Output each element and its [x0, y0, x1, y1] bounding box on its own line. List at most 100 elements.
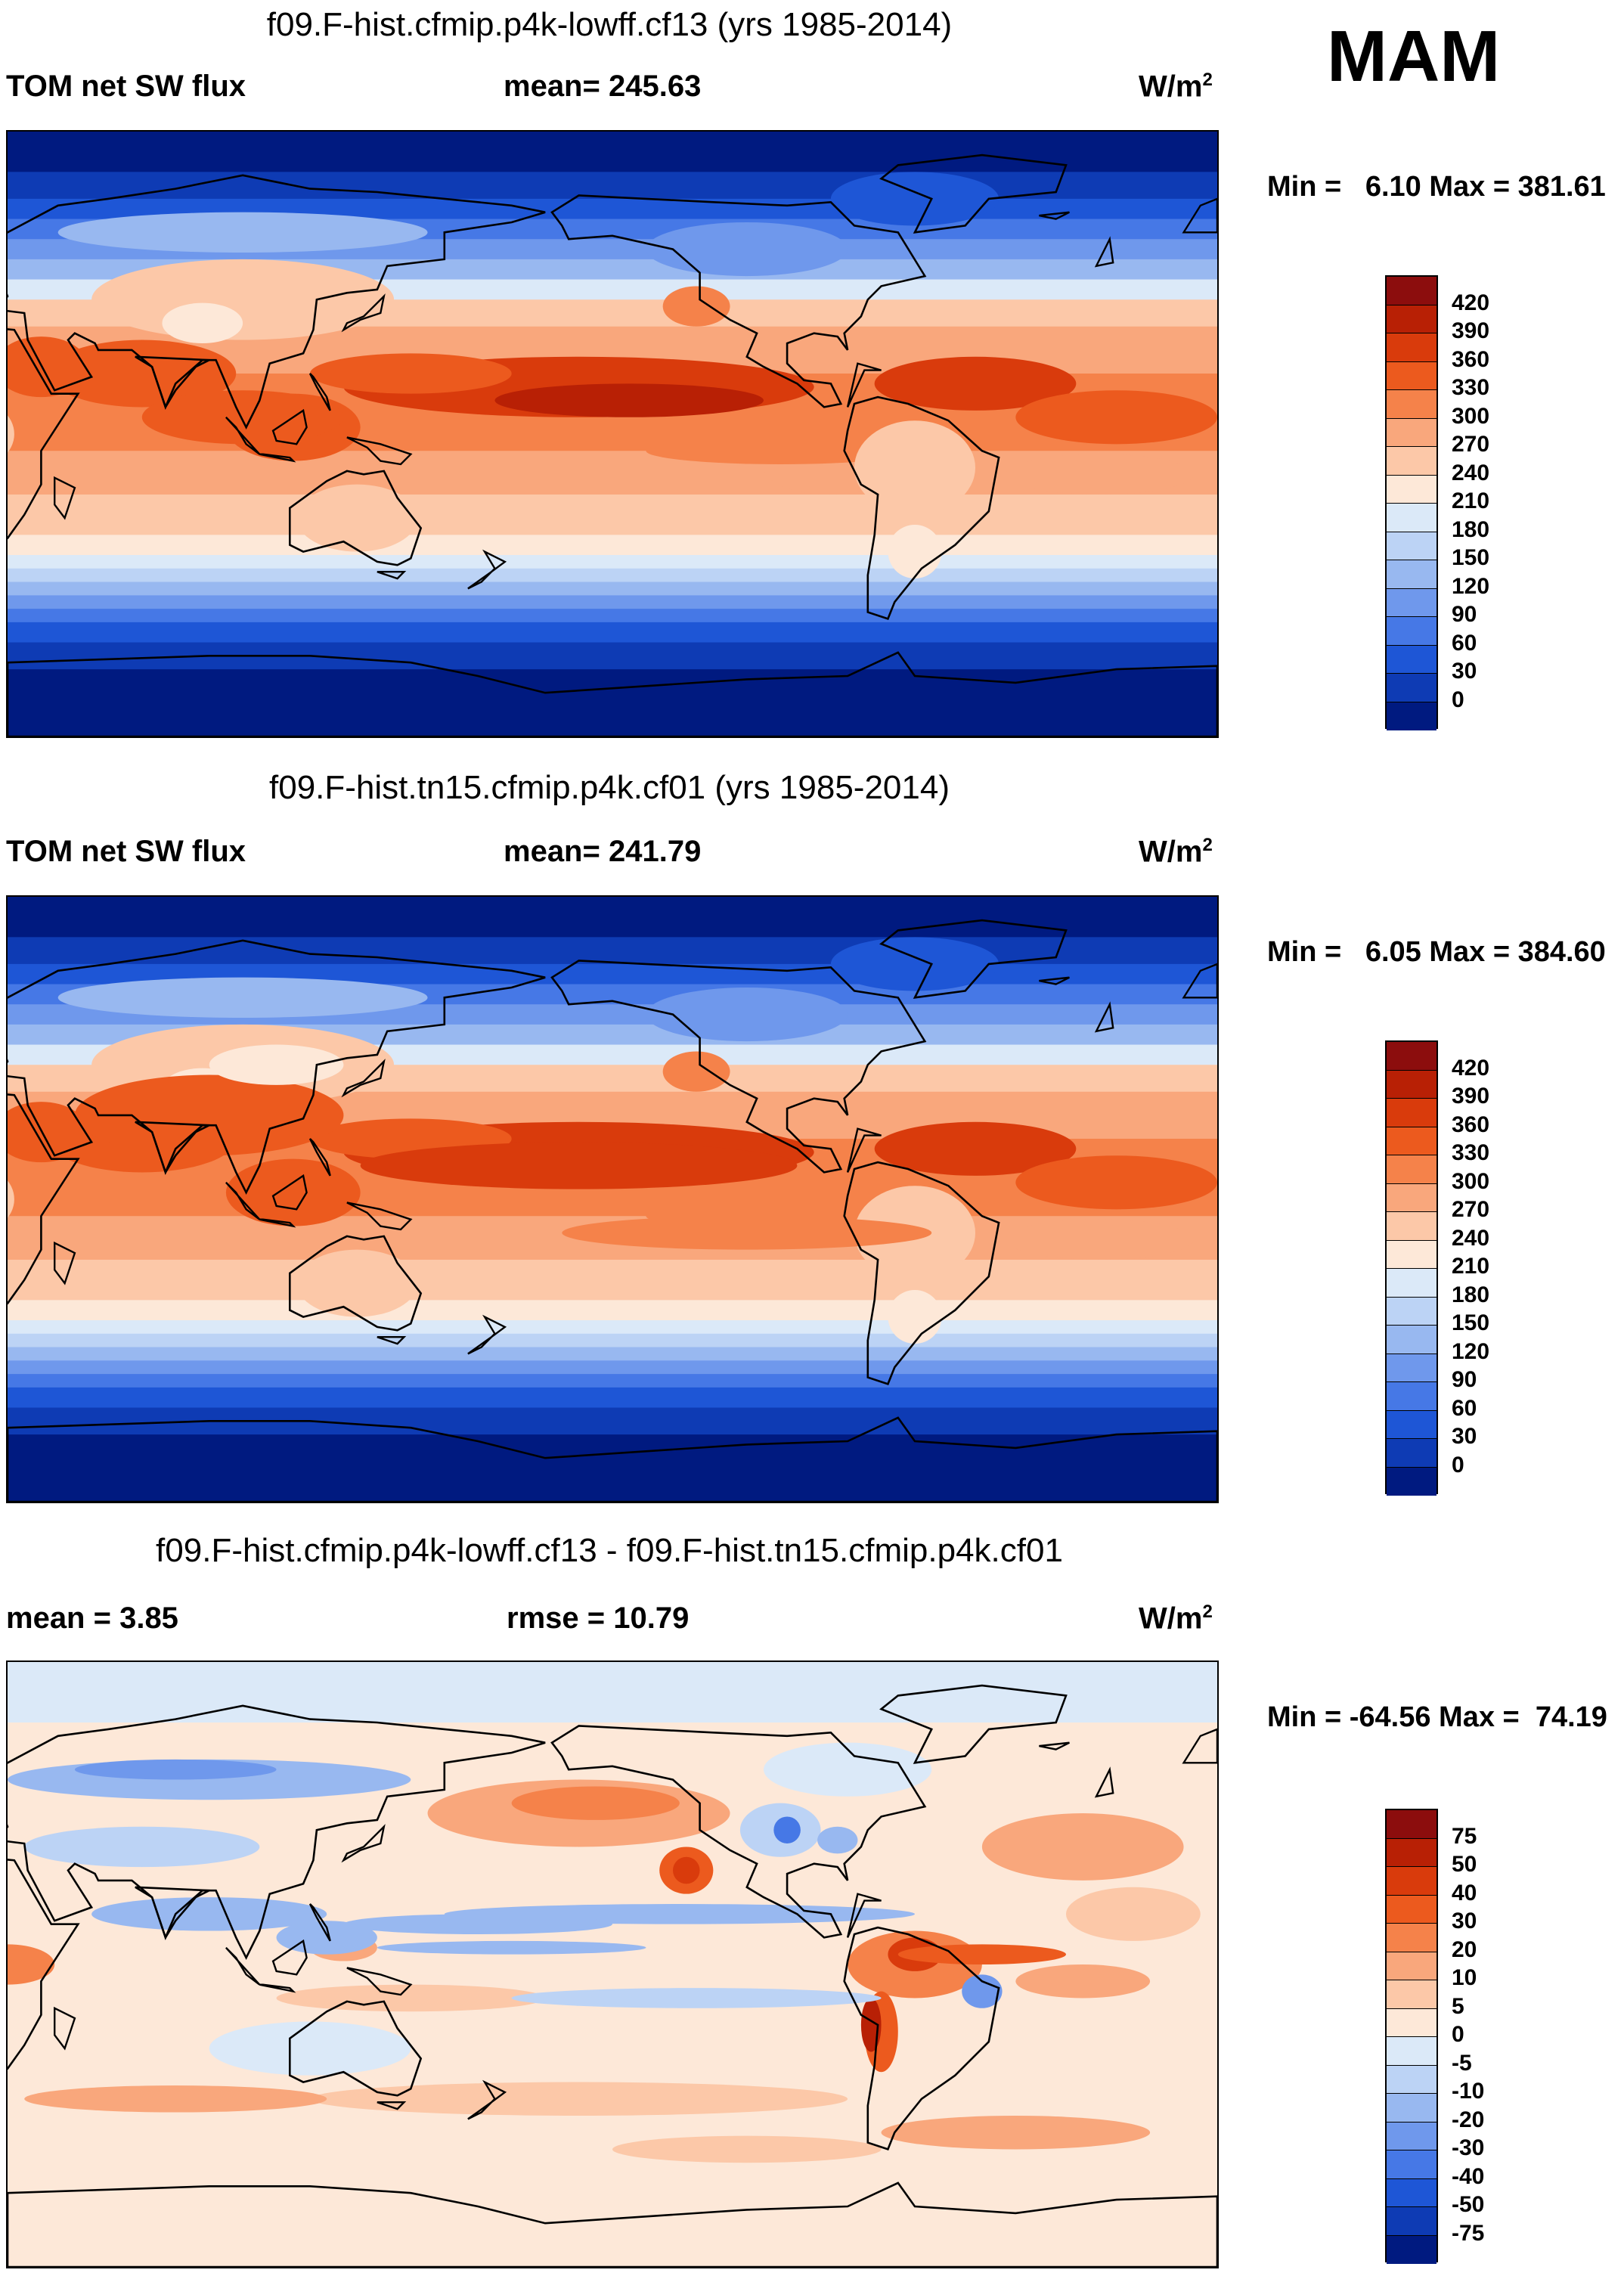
- colorbar-tick-label: 30: [1452, 1909, 1477, 1933]
- coastline: [879, 919, 1068, 999]
- colorbar-tick-label: 390: [1452, 1084, 1490, 1109]
- colorbar-box: [1387, 1240, 1436, 1269]
- coastline: [377, 1336, 407, 1345]
- field-blob: [57, 977, 428, 1018]
- coastline: [54, 1241, 76, 1285]
- colorbar-tick-label: 150: [1452, 1310, 1490, 1335]
- colorbar-tick-label: 270: [1452, 432, 1490, 457]
- coastline: [843, 1161, 1000, 1386]
- field-features: [8, 153, 1217, 736]
- panel3-mean: mean = 3.85: [6, 1602, 178, 1635]
- field-band: [8, 1387, 1217, 1409]
- coastline: [271, 408, 308, 445]
- field-blob: [1015, 1155, 1217, 1210]
- field-blob: [764, 1742, 932, 1797]
- colorbar-box: [1387, 560, 1436, 589]
- colorbar-box: [1387, 305, 1436, 333]
- field-band: [8, 581, 1217, 597]
- map-svg: [8, 1662, 1217, 2267]
- field-blob: [673, 1856, 700, 1884]
- panel3-minmax: Min = -64.56 Max = 74.19: [1267, 1701, 1607, 1733]
- coastline: [308, 1138, 331, 1177]
- map-svg: [8, 132, 1217, 736]
- colorbar-tick-label: 90: [1452, 602, 1477, 627]
- panel1-mean: mean= 245.63: [504, 70, 702, 103]
- colorbar-box: [1387, 2178, 1436, 2207]
- colorbar-box: [1387, 2008, 1436, 2037]
- coastline: [377, 571, 407, 580]
- colorbar-tick-label: 60: [1452, 1395, 1477, 1421]
- field-blob: [74, 1074, 344, 1156]
- colorbar-tick-label: 40: [1452, 1880, 1477, 1905]
- field-band: [8, 568, 1217, 583]
- colorbar-box: [1387, 1183, 1436, 1212]
- colorbar-box: [1387, 674, 1436, 702]
- coastline: [341, 1059, 386, 1098]
- coastline: [1094, 1766, 1114, 1798]
- coastline: [550, 1725, 927, 1939]
- colorbar-box: [1387, 2235, 1436, 2264]
- field-blob: [24, 2085, 327, 2113]
- coastline: [1039, 976, 1070, 985]
- field-blob: [962, 1974, 1003, 2008]
- field-blob: [494, 383, 764, 417]
- colorbar-tick-label: 0: [1452, 2022, 1464, 2047]
- coastline: [225, 416, 261, 455]
- colorbar-box: [1387, 1810, 1436, 1839]
- colorbar-tick-label: -5: [1452, 2050, 1472, 2076]
- field-band: [8, 2200, 1217, 2267]
- colorbar-tick-label: 360: [1452, 346, 1490, 372]
- panel1-minmax: Min = 6.10 Max = 381.61: [1267, 171, 1606, 203]
- coastline: [879, 153, 1068, 234]
- colorbar-tick-label: 150: [1452, 545, 1490, 570]
- colorbar-box: [1387, 1212, 1436, 1241]
- colorbar-box: [1387, 390, 1436, 419]
- colorbar-box: [1387, 447, 1436, 476]
- colorbar-box: [1387, 617, 1436, 646]
- field-blob: [91, 1897, 327, 1931]
- panel2-map: [6, 895, 1219, 1503]
- map-svg: [8, 897, 1217, 1502]
- field-blob: [874, 1121, 1077, 1176]
- colorbar-tick-label: 30: [1452, 659, 1477, 684]
- coastline: [271, 1939, 308, 1976]
- colorbar-box: [1387, 2037, 1436, 2066]
- field-blob: [897, 1944, 1066, 1964]
- colorbar-tick-label: 0: [1452, 1452, 1464, 1478]
- coastline: [467, 1314, 507, 1355]
- coastline: [1039, 1741, 1070, 1750]
- coastline: [8, 174, 546, 430]
- field-blob: [310, 353, 512, 394]
- coastline: [8, 651, 1217, 736]
- field-blob: [646, 988, 848, 1042]
- colorbar-tick-label: 180: [1452, 516, 1490, 542]
- panel2-minmax: Min = 6.05 Max = 384.60: [1267, 936, 1606, 968]
- coastline: [879, 1684, 1068, 1764]
- colorbar-tick-label: 75: [1452, 1823, 1477, 1849]
- field-band: [8, 535, 1217, 556]
- field-blob: [377, 1940, 646, 1955]
- field-blob: [562, 1216, 932, 1250]
- field-band: [8, 937, 1217, 965]
- field-blob: [310, 2082, 848, 2116]
- coastline: [8, 1416, 1217, 1502]
- field-blob: [981, 1813, 1184, 1881]
- coastline: [259, 453, 296, 463]
- coastline: [467, 549, 507, 590]
- field-blob: [830, 172, 1000, 226]
- coastline: [1182, 1728, 1217, 1764]
- colorbar-tick-label: 30: [1452, 1424, 1477, 1449]
- field-blob: [8, 1944, 55, 1985]
- coastline: [135, 355, 213, 410]
- coastline: [135, 1886, 213, 1940]
- colorbar-box: [1387, 277, 1436, 305]
- colorbar-box: [1387, 475, 1436, 504]
- field-blob: [74, 1759, 277, 1780]
- colorbar-box: [1387, 2065, 1436, 2094]
- field-band: [8, 1374, 1217, 1388]
- panel1-colorbar: [1385, 275, 1438, 730]
- colorbar-tick-label: 120: [1452, 573, 1490, 599]
- coastline: [259, 1218, 296, 1228]
- colorbar-tick-label: 240: [1452, 460, 1490, 485]
- coastline: [1182, 963, 1217, 999]
